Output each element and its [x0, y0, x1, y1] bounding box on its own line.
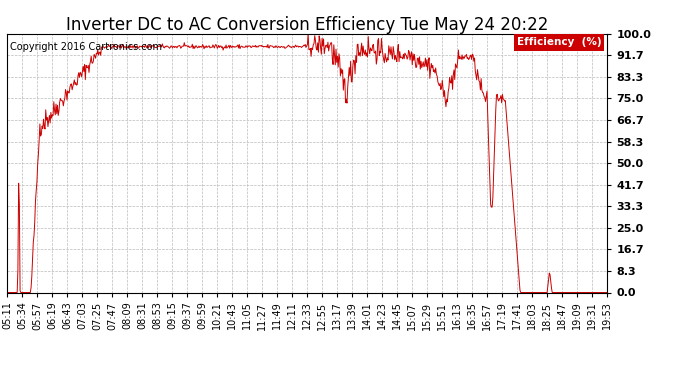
Title: Inverter DC to AC Conversion Efficiency Tue May 24 20:22: Inverter DC to AC Conversion Efficiency … [66, 16, 549, 34]
Text: Copyright 2016 Cartronics.com: Copyright 2016 Cartronics.com [10, 42, 162, 51]
